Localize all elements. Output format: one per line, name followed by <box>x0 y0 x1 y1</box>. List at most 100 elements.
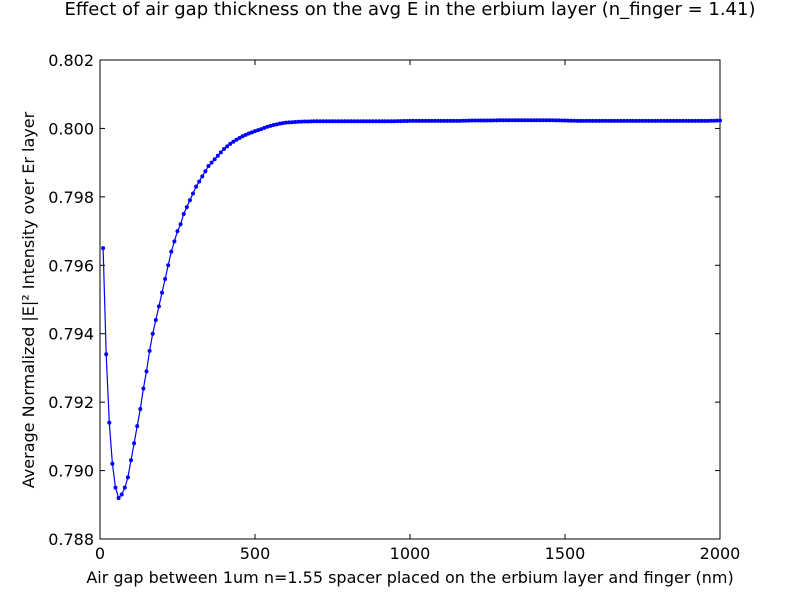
y-axis: 0.788 0.790 0.792 0.794 0.796 0.798 0.800 0.802 <box>48 51 720 549</box>
data-point <box>302 119 307 124</box>
data-point <box>160 290 164 295</box>
data-point <box>209 160 214 165</box>
data-point <box>135 424 140 429</box>
data-point <box>519 118 524 123</box>
data-point <box>125 475 130 480</box>
data-point <box>705 118 710 123</box>
data-point <box>482 118 487 123</box>
data-point <box>640 118 645 123</box>
x-tick-label: 2000 <box>700 544 741 563</box>
y-tick-label: 0.800 <box>48 119 94 138</box>
data-point <box>594 118 598 123</box>
data-point <box>550 118 555 123</box>
data-point <box>556 118 561 123</box>
data-point <box>646 118 651 123</box>
data-point <box>284 120 288 125</box>
data-point <box>386 119 391 124</box>
data-point <box>119 492 124 497</box>
data-point <box>231 139 236 144</box>
data-point <box>364 119 369 124</box>
data-point <box>243 132 248 137</box>
data-point <box>525 118 530 123</box>
data-point <box>714 118 719 123</box>
data-point <box>628 118 633 123</box>
data-point <box>218 150 223 155</box>
data-point <box>315 119 319 124</box>
data-point <box>501 118 505 123</box>
data-point <box>463 118 468 123</box>
data-point <box>451 118 456 123</box>
data-point <box>423 118 428 123</box>
data-point <box>476 118 481 123</box>
data-point <box>621 118 626 123</box>
data-point <box>132 441 137 446</box>
data-point <box>702 118 707 123</box>
y-tick-label: 0.790 <box>48 462 94 481</box>
x-tick-label: 500 <box>240 544 271 563</box>
data-point <box>507 118 512 123</box>
data-point <box>277 121 282 126</box>
y-tick-label: 0.798 <box>48 188 94 207</box>
data-point <box>581 118 586 123</box>
data-point <box>129 458 133 463</box>
y-tick-label: 0.788 <box>48 530 94 549</box>
data-point <box>265 124 270 129</box>
data-point <box>234 137 239 142</box>
data-point <box>584 118 589 123</box>
data-point <box>587 118 592 123</box>
data-point <box>454 118 459 123</box>
data-point <box>473 118 478 123</box>
data-point <box>504 118 509 123</box>
data-point <box>411 118 416 123</box>
data-point <box>389 119 394 124</box>
data-point <box>612 118 617 123</box>
data-point <box>113 485 118 490</box>
data-point <box>652 118 657 123</box>
data-point <box>197 179 202 184</box>
data-point <box>615 118 620 123</box>
data-point <box>656 118 660 123</box>
data-point <box>271 123 276 128</box>
data-point <box>634 118 639 123</box>
data-point <box>147 348 152 353</box>
x-axis: 0 500 1000 1500 2000 <box>95 60 740 563</box>
data-point <box>181 211 186 216</box>
data-point <box>445 118 450 123</box>
data-point <box>246 131 251 136</box>
data-point <box>228 141 233 146</box>
data-point <box>203 169 208 174</box>
data-point <box>677 118 682 123</box>
data-point <box>299 119 304 124</box>
data-point <box>414 118 419 123</box>
y-tick-label: 0.802 <box>48 51 94 70</box>
data-point <box>107 420 112 425</box>
data-point <box>693 118 698 123</box>
data-point <box>572 118 577 123</box>
data-point <box>479 118 484 123</box>
data-point <box>318 119 323 124</box>
data-point <box>631 118 636 123</box>
data-point <box>240 134 245 139</box>
data-point <box>290 120 295 125</box>
data-point <box>435 118 440 123</box>
data-point <box>358 119 363 124</box>
data-point <box>163 276 168 281</box>
data-point <box>420 118 425 123</box>
data-point <box>156 304 161 309</box>
data-point <box>370 119 375 124</box>
data-point <box>532 118 536 123</box>
data-point <box>330 119 335 124</box>
data-point <box>237 136 242 141</box>
x-tick-label: 1500 <box>545 544 586 563</box>
data-point <box>116 495 121 500</box>
data-point <box>280 121 285 126</box>
data-point <box>383 119 388 124</box>
data-point <box>649 118 654 123</box>
data-point <box>708 118 713 123</box>
data-point <box>687 118 691 123</box>
data-point <box>305 119 310 124</box>
data-point <box>696 118 701 123</box>
data-point <box>470 118 474 123</box>
data-point <box>522 118 527 123</box>
